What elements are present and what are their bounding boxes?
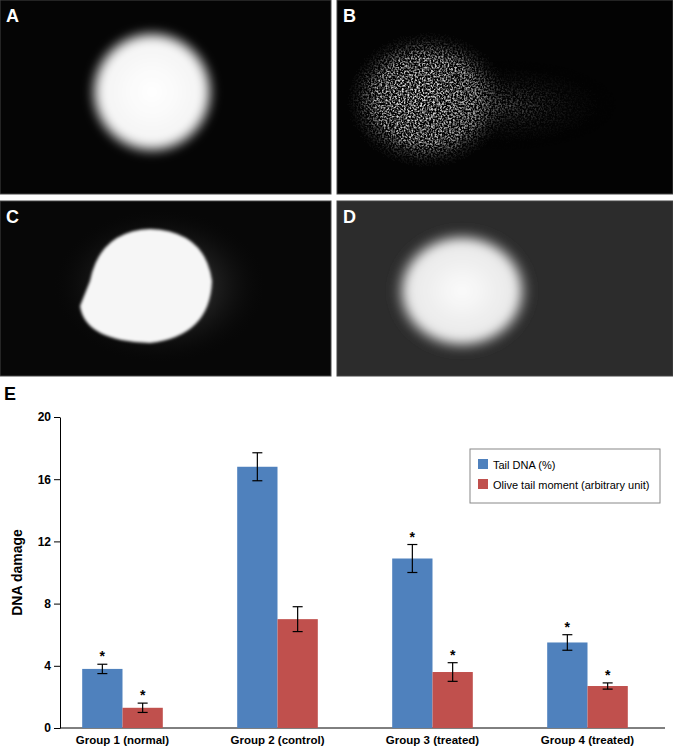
error-bar-cap bbox=[293, 606, 303, 607]
error-bar-cap bbox=[293, 631, 303, 632]
error-bar bbox=[293, 607, 303, 632]
y-tick: 8 bbox=[44, 597, 60, 611]
y-tick: 20 bbox=[38, 410, 60, 424]
x-axis: Group 1 (normal) Group 2 (control) Group 3… bbox=[60, 728, 665, 746]
error-bar-cap bbox=[407, 572, 417, 573]
y-tick-label: 4 bbox=[44, 659, 51, 673]
x-tick: Group 4 (treated) bbox=[541, 728, 634, 746]
error-bar-cap bbox=[252, 452, 262, 453]
comet-head bbox=[390, 227, 534, 355]
micrograph-background bbox=[337, 201, 673, 376]
error-bar-cap bbox=[603, 689, 613, 690]
comet-head bbox=[88, 28, 216, 156]
panel-label: A bbox=[6, 6, 19, 26]
y-axis-line bbox=[60, 418, 61, 729]
micrograph-panel: B bbox=[337, 0, 673, 194]
significance-marker: * bbox=[450, 647, 456, 663]
y-tick-mark bbox=[54, 604, 60, 605]
y-tick-label: 12 bbox=[38, 535, 52, 549]
bar bbox=[82, 669, 122, 728]
comet-tail bbox=[397, 60, 617, 150]
panel-label: B bbox=[343, 6, 356, 26]
panel-label: D bbox=[343, 207, 356, 227]
panel-label: E bbox=[4, 384, 16, 404]
x-tick-label: Group 4 (treated) bbox=[541, 734, 634, 746]
y-tick-label: 8 bbox=[44, 597, 51, 611]
significance-marker: * bbox=[565, 619, 571, 635]
legend-entry: Olive tail moment (arbitrary unit) bbox=[478, 479, 650, 491]
y-tick: 16 bbox=[38, 473, 60, 487]
bar bbox=[278, 619, 318, 728]
significance-marker: * bbox=[100, 648, 106, 664]
comet-head bbox=[80, 229, 212, 343]
legend-swatch bbox=[478, 459, 488, 469]
error-bar-stem bbox=[297, 607, 298, 632]
error-bar-stem bbox=[142, 703, 143, 712]
significance-marker: * bbox=[140, 687, 146, 703]
y-tick: 4 bbox=[44, 659, 60, 673]
y-tick-mark bbox=[54, 417, 60, 418]
y-tick-mark bbox=[54, 541, 60, 542]
legend-entry: Tail DNA (%) bbox=[478, 459, 555, 471]
error-bar bbox=[252, 453, 262, 481]
y-tick: 0 bbox=[44, 721, 60, 735]
legend-label: Tail DNA (%) bbox=[493, 459, 555, 471]
error-bar-stem bbox=[567, 635, 568, 651]
error-bar bbox=[448, 663, 458, 682]
panel-label: C bbox=[6, 207, 19, 227]
y-tick-mark bbox=[54, 728, 60, 729]
x-tick-label: Group 2 (control) bbox=[231, 734, 325, 746]
y-tick: 12 bbox=[38, 535, 60, 549]
significance-marker: * bbox=[410, 529, 416, 545]
comet-tail bbox=[50, 206, 270, 366]
error-bar bbox=[407, 545, 417, 573]
error-bar-stem bbox=[412, 545, 413, 573]
x-tick-label: Group 1 (normal) bbox=[76, 734, 169, 746]
x-tick: Group 3 (treated) bbox=[386, 728, 479, 746]
error-bar-cap bbox=[138, 712, 148, 713]
x-tick-label: Group 3 (treated) bbox=[386, 734, 479, 746]
y-axis-title: DNA damage bbox=[9, 529, 25, 616]
significance-marker: * bbox=[605, 667, 611, 683]
error-bar-cap bbox=[97, 673, 107, 674]
legend: Tail DNA (%) Olive tail moment (arbitrary… bbox=[470, 449, 660, 503]
y-tick-label: 16 bbox=[38, 473, 52, 487]
error-bar bbox=[97, 664, 107, 673]
x-tick: Group 2 (control) bbox=[231, 728, 325, 746]
legend-label: Olive tail moment (arbitrary unit) bbox=[493, 479, 650, 491]
series bbox=[123, 607, 628, 728]
micrograph-panel: C bbox=[0, 201, 331, 376]
y-tick-label: 20 bbox=[38, 410, 52, 424]
error-bar-stem bbox=[607, 683, 608, 689]
error-bar-cap bbox=[252, 480, 262, 481]
error-bar bbox=[138, 703, 148, 712]
error-bar-cap bbox=[562, 650, 572, 651]
y-tick-label: 0 bbox=[44, 721, 51, 735]
error-bar bbox=[562, 635, 572, 651]
error-bar bbox=[603, 683, 613, 689]
error-bar-stem bbox=[452, 663, 453, 682]
error-bar-cap bbox=[448, 681, 458, 682]
legend-swatch bbox=[478, 479, 488, 489]
y-tick-mark bbox=[54, 666, 60, 667]
x-tick: Group 1 (normal) bbox=[76, 728, 169, 746]
bar bbox=[237, 467, 277, 728]
micrograph-background bbox=[0, 201, 331, 376]
error-bar-stem bbox=[102, 664, 103, 673]
error-bar-stem bbox=[257, 453, 258, 481]
y-axis: 0 4 8 12 16 20 bbox=[38, 410, 61, 735]
micrograph-panel: A bbox=[0, 0, 331, 194]
bar bbox=[588, 686, 628, 728]
bar bbox=[392, 559, 432, 728]
bar bbox=[547, 642, 587, 728]
micrograph-background bbox=[0, 0, 331, 194]
micrograph-panel: D bbox=[337, 201, 673, 376]
y-tick-mark bbox=[54, 479, 60, 480]
legend-box bbox=[470, 449, 660, 503]
micrograph-background bbox=[337, 0, 673, 194]
